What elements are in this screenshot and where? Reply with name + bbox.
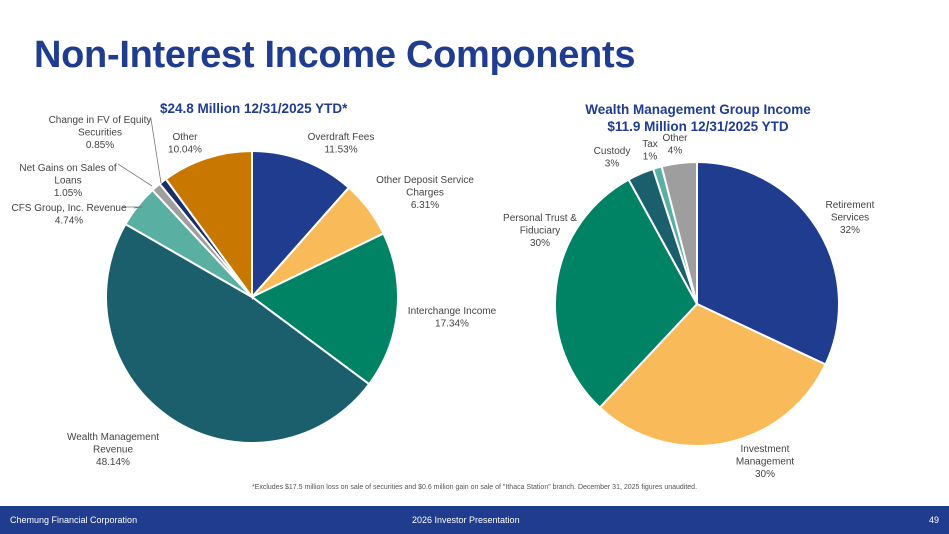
right-pie-label-3: Custody 3% [594,146,631,170]
left-pie-label-1-line-0: Other Deposit Service [376,175,474,186]
left-chart-title: $24.8 Million 12/31/2025 YTD* [160,101,348,116]
right-pie-label-4-line-0: Tax [642,139,658,150]
right-pie-label-3-line-1: 3% [605,159,620,170]
right-pie-label-1-line-0: Investment [741,444,790,455]
right-pie-label-2-line-2: 30% [530,238,550,249]
right-pie-label-1: Investment Management 30% [736,444,795,480]
right-pie-label-2-line-1: Fiduciary [520,226,561,237]
left-pie-label-0-line-1: 11.53% [324,145,357,156]
left-pie-label-7-line-1: 10.04% [168,145,202,156]
left-pie-leader-gains [117,163,153,187]
right-pie-chart [554,160,840,447]
right-pie-label-3-line-0: Custody [594,146,631,157]
right-pie-label-1-line-1: Management [736,457,795,468]
left-pie-label-7-line-0: Other [172,132,198,143]
left-pie-label-5-line-2: 1.05% [54,188,82,199]
right-pie-label-0-line-1: Services [831,213,869,224]
left-pie-label-6-line-2: 0.85% [86,140,114,151]
right-pie-slice-1 [598,302,827,447]
left-pie-label-3-line-2: 48.14% [96,457,130,468]
left-pie-chart [105,149,399,444]
left-pie-label-5-line-1: Loans [54,176,81,187]
right-pie-slice-0 [696,160,840,366]
left-pie-slice-3 [105,222,371,444]
left-pie-label-6-line-1: Securities [78,128,122,139]
right-pie-label-5-line-0: Other [662,133,688,144]
footer-page-number: 49 [928,515,939,525]
left-pie-label-2-line-1: 17.34% [435,319,469,330]
right-pie-label-0: Retirement Services 32% [826,200,875,236]
right-pie-label-2-line-0: Personal Trust & [503,213,577,224]
footer-presentation: 2026 Investor Presentation [412,515,520,525]
right-pie-slice-2 [554,178,699,409]
left-pie-slice-2 [250,232,399,386]
right-pie-slice-5 [660,160,698,305]
left-pie-label-5: Net Gains on Sales of Loans 1.05% [19,163,116,199]
left-pie-label-6: Change in FV of Equity Securities 0.85% [49,115,152,151]
footnote: *Excludes $17.5 million loss on sale of … [251,484,698,491]
page-title: Non-Interest Income Components [34,34,636,76]
left-pie-labels: Overdraft Fees 11.53% Other Deposit Servic… [11,115,496,468]
left-pie-label-6-line-0: Change in FV of Equity [49,115,152,126]
left-pie-label-4: CFS Group, Inc. Revenue 4.74% [11,203,126,227]
left-pie-label-1-line-2: 6.31% [411,200,439,211]
right-pie-label-4-line-1: 1% [643,152,658,163]
right-pie-label-5: Other 4% [662,133,688,157]
left-pie-leader-lines [117,118,162,209]
footer-bar: Chemung Financial Corporation 2026 Inves… [0,506,949,534]
right-pie-label-0-line-0: Retirement [826,200,875,211]
right-pie-labels: Retirement Services 32% Investment Managemen… [503,133,875,480]
left-pie-label-1: Other Deposit Service Charges 6.31% [376,175,474,211]
left-pie-label-7: Other 10.04% [168,132,202,156]
right-pie-label-5-line-1: 4% [668,146,683,157]
left-pie-slice-0 [251,149,351,300]
left-pie-label-4-line-0: CFS Group, Inc. Revenue [11,203,126,214]
left-pie-leader-cfs [122,206,144,209]
right-pie-label-0-line-2: 32% [840,225,860,236]
right-chart-title-line-1: Wealth Management Group Income [585,102,811,117]
left-pie-label-5-line-0: Net Gains on Sales of [19,163,116,174]
left-pie-leader-fv [149,118,162,184]
right-pie-label-2: Personal Trust & Fiduciary 30% [503,213,577,249]
left-pie-label-2-line-0: Interchange Income [408,306,497,317]
left-pie-slice-7 [164,149,253,301]
left-pie-label-0: Overdraft Fees 11.53% [308,132,375,156]
right-pie-label-4: Tax 1% [642,139,658,163]
left-pie-label-1-line-1: Charges [406,188,444,199]
left-pie-label-3: Wealth Management Revenue 48.14% [67,432,159,468]
right-chart-title: Wealth Management Group Income $11.9 Mil… [578,101,818,135]
left-pie-label-3-line-1: Revenue [93,445,133,456]
left-pie-label-2: Interchange Income 17.34% [408,306,497,330]
footer-company: Chemung Financial Corporation [10,515,138,525]
right-pie-label-1-line-2: 30% [755,469,775,480]
left-pie-label-3-line-0: Wealth Management [67,432,159,443]
right-chart-title-line-2: $11.9 Million 12/31/2025 YTD [607,119,789,134]
left-pie-label-0-line-0: Overdraft Fees [308,132,375,143]
left-pie-label-4-line-1: 4.74% [55,216,83,227]
